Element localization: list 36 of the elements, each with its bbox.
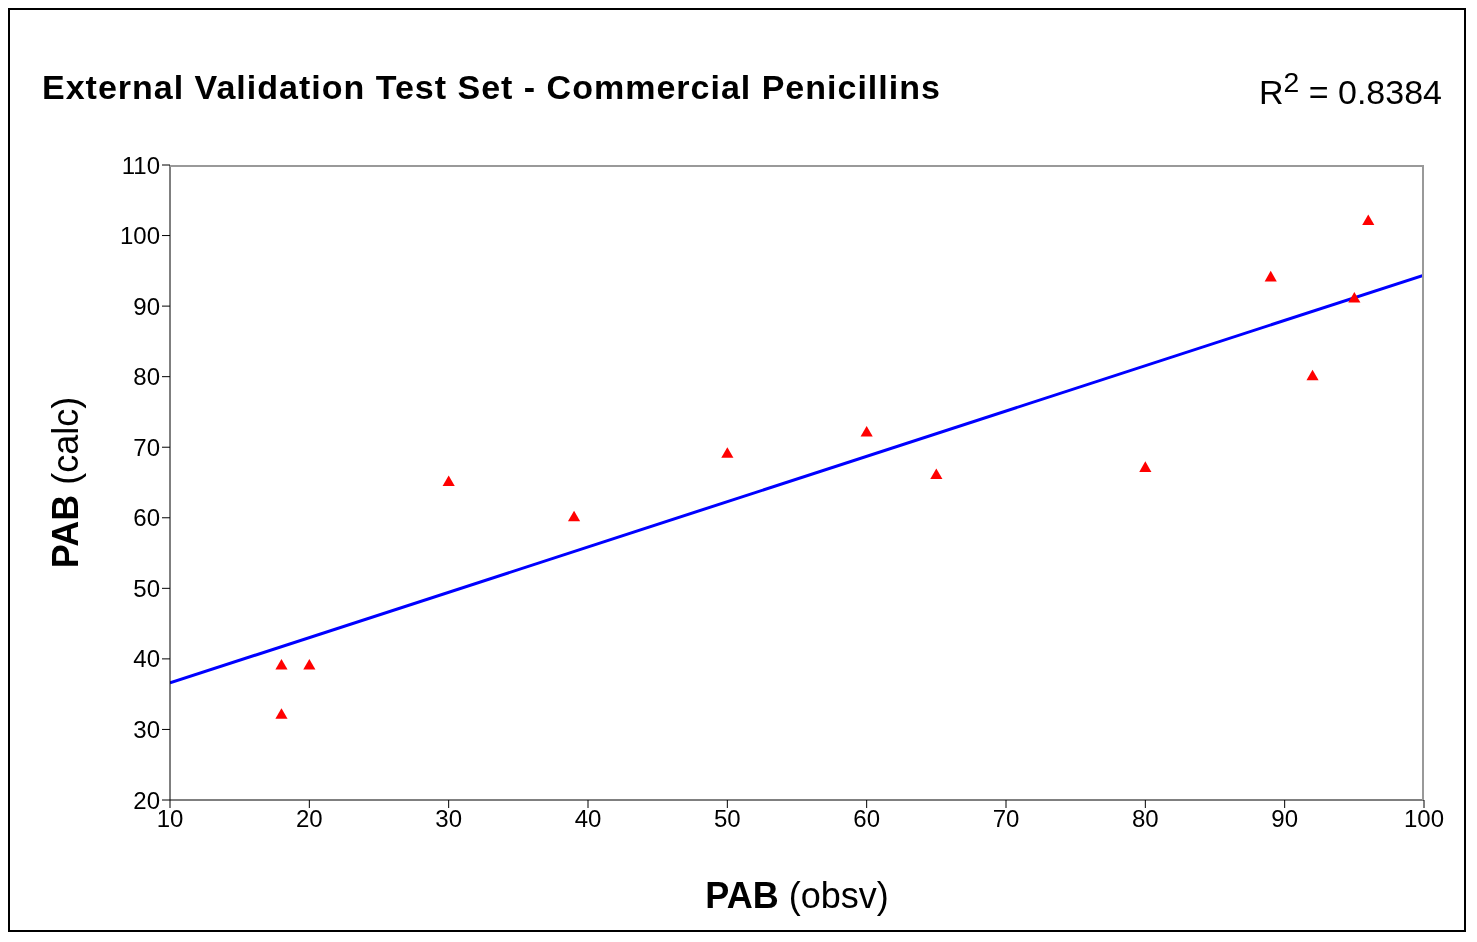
x-tick-label: 90	[1271, 805, 1299, 833]
point	[721, 447, 734, 458]
y-tick-label: 60	[133, 504, 160, 532]
x-tick-label: 40	[574, 805, 602, 833]
x-tick-label: 100	[1403, 805, 1445, 833]
point	[275, 708, 288, 719]
point	[567, 510, 581, 522]
x-tick-label: 70	[992, 805, 1020, 833]
x-tick-label: 30	[435, 805, 463, 833]
point	[442, 475, 455, 487]
point	[930, 468, 943, 479]
point	[1362, 214, 1375, 225]
x-tick-label: 20	[295, 805, 323, 833]
point	[275, 658, 288, 670]
x-tick-label: 50	[713, 805, 741, 833]
x-axis-title: PAB (obsv)	[705, 875, 889, 916]
y-tick-label: 100	[119, 222, 160, 250]
point	[1264, 270, 1277, 282]
y-axis-title: PAB (calc)	[45, 396, 86, 569]
y-tick-label: 20	[133, 786, 160, 814]
point	[303, 658, 316, 670]
y-tick-label: 90	[133, 292, 160, 320]
point	[1348, 292, 1361, 303]
text: R$^{2}$ = 0.8384	[1258, 66, 1442, 113]
x-tick-label: 80	[1131, 805, 1159, 833]
x-tick-label: 60	[853, 805, 881, 833]
y-tick-label: 50	[133, 574, 160, 602]
y-tick-label: 80	[133, 363, 160, 391]
point	[1139, 461, 1152, 472]
chart-title: External Validation Test Set - Commercial Penicillins	[42, 68, 941, 107]
y-tick-label: 30	[133, 715, 160, 743]
point	[860, 426, 873, 437]
y-tick-label: 110	[121, 151, 160, 179]
y-tick-label: 40	[133, 645, 160, 673]
point	[1306, 369, 1319, 381]
y-tick-label: 70	[133, 433, 160, 461]
